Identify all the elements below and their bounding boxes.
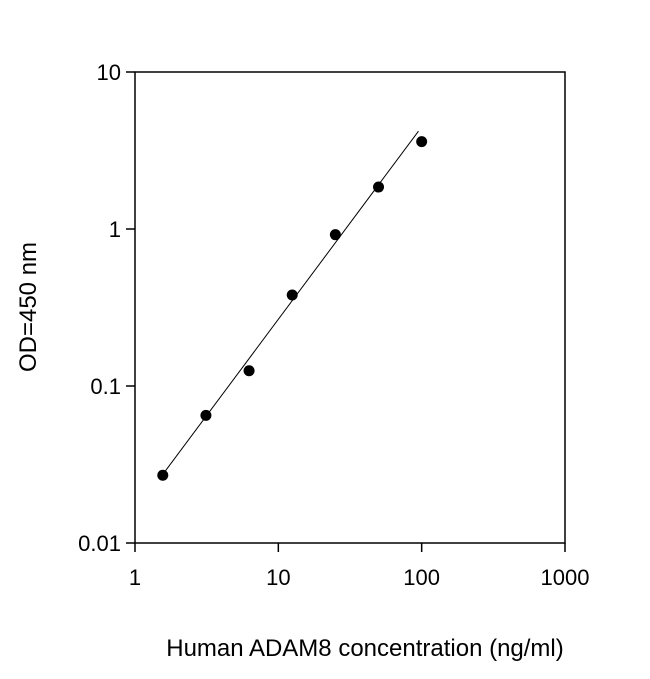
y-axis-label: OD=450 nm [15,242,42,372]
plot-frame [134,71,566,544]
y-tick-label: 0.01 [78,531,121,556]
data-point [416,136,428,148]
y-tick-label: 1 [109,217,121,242]
data-point [243,365,255,377]
x-tick-label: 1000 [541,565,590,590]
data-point [373,181,385,193]
x-tick-label: 1 [129,565,141,590]
y-tick-label: 0.1 [90,374,121,399]
data-point [286,289,298,301]
x-tick-label: 10 [266,565,290,590]
y-tick-label: 10 [97,60,121,85]
data-point [157,469,169,481]
data-point [329,229,341,241]
x-axis-label: Human ADAM8 concentration (ng/ml) [166,635,564,662]
data-point [200,409,212,421]
x-tick-label: 100 [403,565,440,590]
